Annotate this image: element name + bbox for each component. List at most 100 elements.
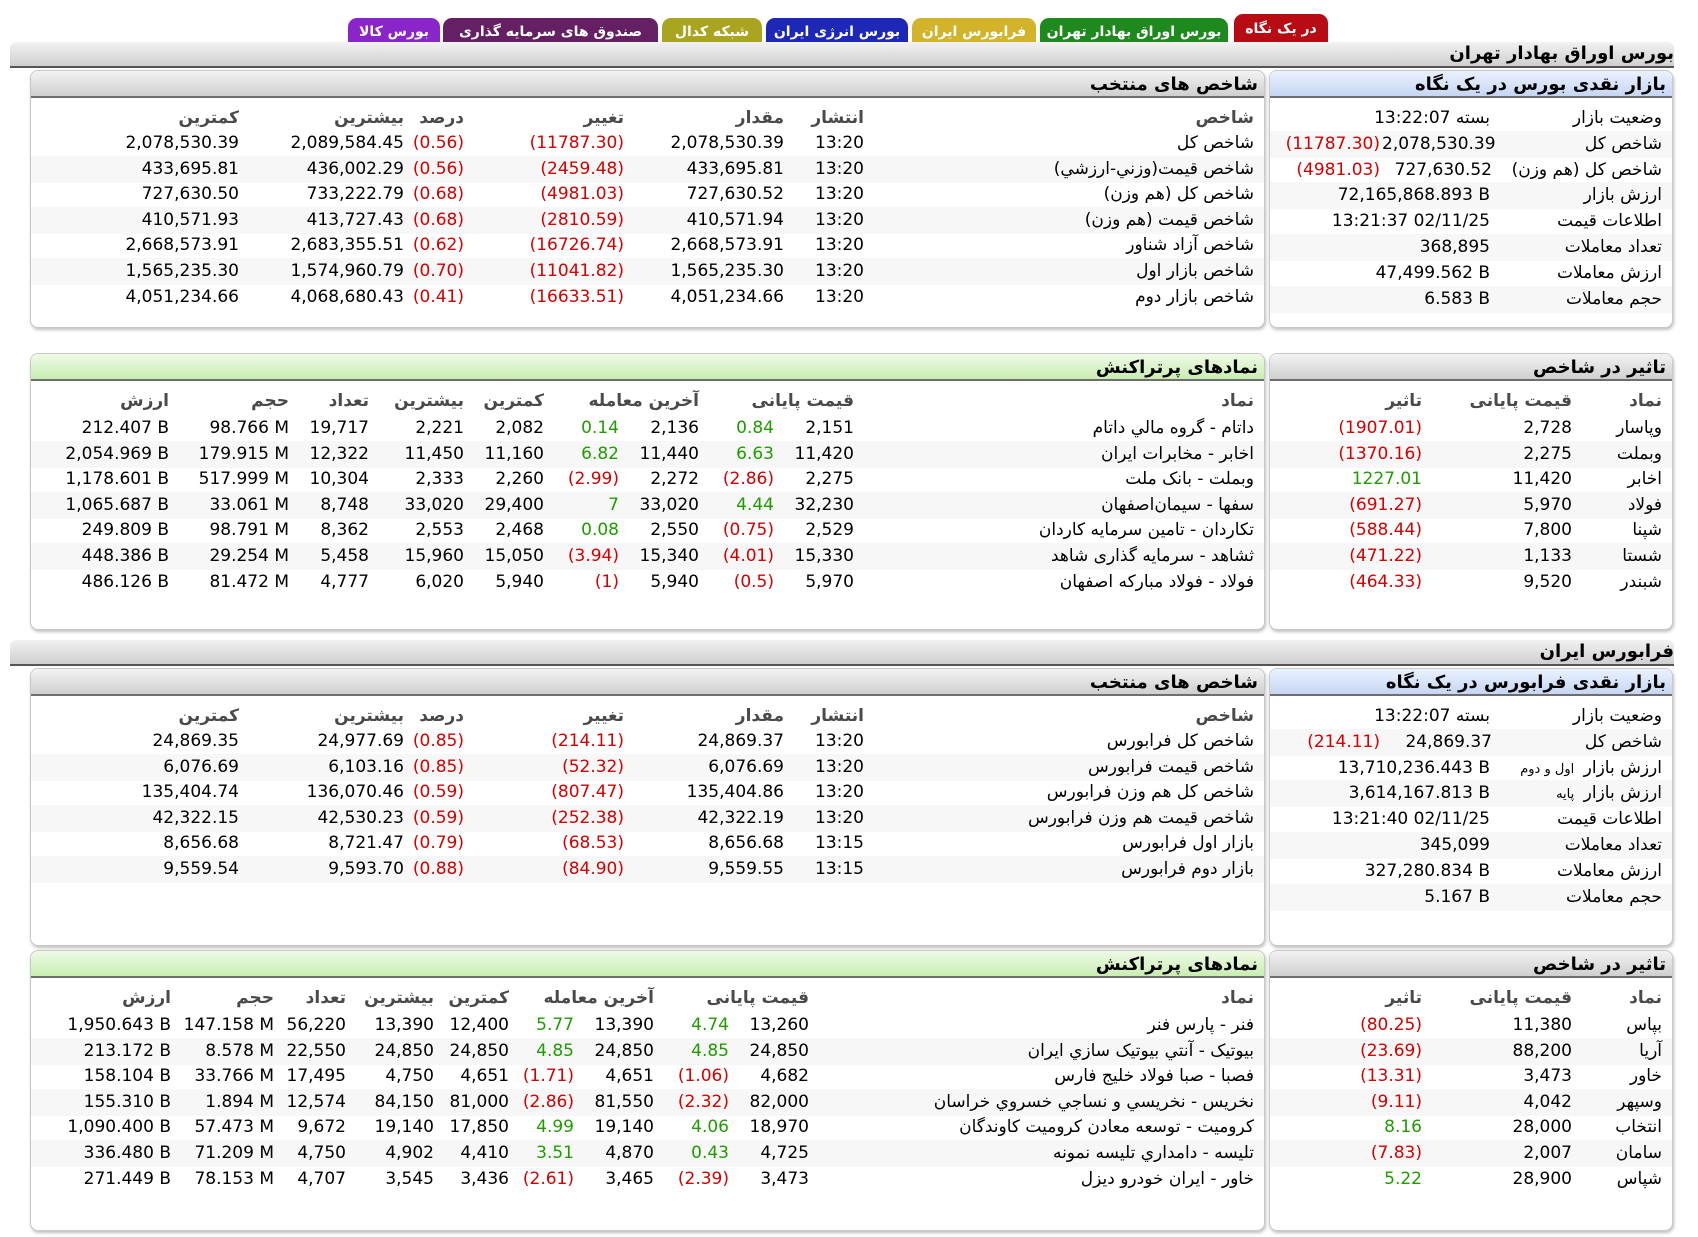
- impact-row[interactable]: فولاد 5,970 (691.27): [1270, 491, 1672, 519]
- impact-row[interactable]: آریا 88,200 (23.69): [1270, 1037, 1672, 1065]
- header-close: قیمت پایانی: [751, 391, 855, 411]
- active-symbol: تلیسه - دامداري تلیسه نمونه: [1052, 1143, 1254, 1163]
- index-high: 136,070.46: [306, 782, 404, 803]
- active-last-chg: (3.94): [567, 546, 619, 566]
- impact-row[interactable]: بپاس 11,380 (80.25): [1270, 1012, 1672, 1039]
- active-close: 2,529: [805, 520, 854, 541]
- glance-row: ارزش معاملات 47,499.562 B: [1270, 260, 1672, 287]
- impact-row[interactable]: خاور 3,473 (13.31): [1270, 1063, 1672, 1090]
- index-row[interactable]: شاخص آزاد شناور 13:20 2,668,573.91 (16726.7…: [31, 232, 1264, 259]
- impact-row[interactable]: شبندر 9,520 (464.33): [1270, 569, 1672, 596]
- tab-energy-exchange[interactable]: بورس انرژی ایران: [766, 18, 908, 46]
- tab-ifb[interactable]: فرابورس ایران: [912, 18, 1036, 46]
- active-symbol-row[interactable]: بیوتیک - آنتي بیوتیک سازي ایران 24,850 4.8…: [31, 1037, 1264, 1065]
- glance-label-text: ارزش معاملات: [1556, 262, 1662, 283]
- index-row[interactable]: شاخص قیمت(وزني-ارزشي) 13:20 433,695.81 (245…: [31, 155, 1264, 183]
- index-percent: (0.56): [412, 133, 464, 153]
- glance-label: حجم معاملات: [1502, 286, 1662, 313]
- index-time: 13:20: [815, 756, 864, 777]
- tab-commodity-exchange[interactable]: بورس کالا: [348, 18, 440, 46]
- active-symbol-row[interactable]: داتام - گروه مالي داتام 2,151 0.84 2,136 0.1…: [31, 415, 1264, 442]
- active-count: 8,748: [320, 494, 369, 515]
- tab-tehran-stock-exchange[interactable]: بورس اوراق بهادار تهران: [1040, 18, 1228, 46]
- impact-row[interactable]: شستا 1,133 (471.22): [1270, 543, 1672, 570]
- active-volume: 71.209 M: [194, 1143, 274, 1163]
- ifb-indices-panel: شاخص های منتخب شاخص انتشار مقدار تغییر درصد ب…: [30, 668, 1265, 946]
- glance-change: (11787.30): [1285, 133, 1380, 154]
- index-row[interactable]: شاخص بازار اول 13:20 1,565,235.30 (11041.82…: [31, 258, 1264, 285]
- impact-symbol: شبندر: [1620, 571, 1662, 592]
- active-symbol-row[interactable]: فنر - پارس فنر 13,260 4.74 13,390 5.77 12,400…: [31, 1012, 1264, 1039]
- glance-label: شاخص کل (هم وزن): [1502, 157, 1662, 184]
- active-last: 13,390: [594, 1015, 654, 1035]
- index-percent: (0.68): [412, 184, 464, 205]
- index-row[interactable]: شاخص کل 13:20 2,078,530.39 (11787.30) (0.56)…: [31, 130, 1264, 157]
- index-row[interactable]: شاخص قیمت هم وزن فرابورس 13:20 42,322.19 (2…: [31, 804, 1264, 832]
- active-last: 24,850: [594, 1040, 654, 1061]
- active-symbol-row[interactable]: ثشاهد - سرمایه گذاری شاهد 15,330 (4.01) 15,…: [31, 543, 1264, 570]
- tse-impact-panel: تاثیر در شاخص نماد قیمت پایانی تاثیر وپاسار…: [1269, 353, 1673, 630]
- impact-row[interactable]: شپاس 28,900 5.22: [1270, 1166, 1672, 1193]
- index-amount: 433,695.81: [686, 158, 784, 179]
- glance-row: ارزش بازار پایه 3,614,167.813 B: [1270, 780, 1672, 808]
- active-count: 4,707: [297, 1168, 346, 1189]
- tab-investment-funds[interactable]: صندوق های سرمایه گذاری: [443, 18, 658, 46]
- glance-value: 24,869.37: [1405, 731, 1492, 752]
- active-volume: 179.915 M: [198, 443, 289, 464]
- index-row[interactable]: شاخص کل هم وزن فرابورس 13:20 135,404.86 (80…: [31, 779, 1264, 806]
- index-row[interactable]: شاخص بازار دوم 13:20 4,051,234.66 (16633.51…: [31, 284, 1264, 311]
- active-symbol-row[interactable]: فصبا - صبا فولاد خلیج فارس 4,682 (1.06) 4,6…: [31, 1063, 1264, 1090]
- index-low: 2,668,573.91: [125, 235, 239, 256]
- index-row[interactable]: بازار دوم فرابورس 13:15 9,559.55 (84.90) (0.…: [31, 856, 1264, 883]
- tab-at-a-glance[interactable]: در یک نگاه: [1234, 14, 1328, 46]
- header-high: بیشترین: [364, 988, 434, 1008]
- index-row[interactable]: شاخص کل (هم وزن) 13:20 727,630.52 (4981.03)…: [31, 181, 1264, 208]
- index-time: 13:15: [815, 859, 864, 879]
- active-symbol-row[interactable]: تکاردان - تامین سرمایه کاردان 2,529 (0.75)…: [31, 517, 1264, 544]
- active-last-chg: (1): [594, 571, 619, 592]
- index-amount: 8,656.68: [708, 833, 784, 854]
- impact-row[interactable]: سامان 2,007 (7.83): [1270, 1140, 1672, 1167]
- active-symbol-row[interactable]: وبملت - بانک ملت 2,275 (2.86) 2,272 (2.99) 2,…: [31, 466, 1264, 493]
- header-volume: حجم: [236, 988, 274, 1008]
- active-low: 4,651: [460, 1066, 509, 1087]
- index-row[interactable]: بازار اول فرابورس 13:15 8,656.68 (68.53) (0.…: [31, 830, 1264, 857]
- active-volume: 98.766 M: [209, 418, 289, 438]
- index-low: 727,630.50: [141, 184, 239, 205]
- header-high: بیشترین: [334, 108, 404, 128]
- active-count: 9,672: [297, 1117, 346, 1138]
- impact-row[interactable]: اخابر 11,420 1227.01: [1270, 466, 1672, 493]
- panel-title: بازار نقدی فرابورس در یک نگاه: [1270, 669, 1672, 696]
- index-amount: 727,630.52: [686, 184, 784, 205]
- impact-row[interactable]: وپاسار 2,728 (1907.01): [1270, 415, 1672, 442]
- impact-price: 5,970: [1523, 494, 1572, 515]
- index-change: (11041.82): [529, 261, 624, 281]
- index-percent: (0.41): [412, 286, 464, 307]
- active-close-chg: 4.74: [691, 1015, 729, 1035]
- active-symbol-row[interactable]: خاور - ایران خودرو دیزل 3,473 (2.39) 3,465 (…: [31, 1166, 1264, 1193]
- active-last: 33,020: [639, 494, 699, 515]
- impact-row[interactable]: شپنا 7,800 (588.44): [1270, 517, 1672, 544]
- impact-row[interactable]: انتخاب 28,000 8.16: [1270, 1114, 1672, 1141]
- impact-row[interactable]: وسپهر 4,042 (9.11): [1270, 1088, 1672, 1116]
- active-symbol-row[interactable]: اخابر - مخابرات ایران 11,420 6.63 11,440 6.8…: [31, 440, 1264, 468]
- index-name: شاخص بازار اول: [1136, 261, 1254, 281]
- active-symbol-row[interactable]: سفها - سیمان‌اصفهان 32,230 4.44 33,020 7 29,4…: [31, 491, 1264, 519]
- active-symbol-row[interactable]: فولاد - فولاد مبارکه اصفهان 5,970 (0.5) 5,9…: [31, 569, 1264, 596]
- active-symbol-row[interactable]: تلیسه - دامداري تلیسه نمونه 4,725 0.43 4,87…: [31, 1140, 1264, 1167]
- panel-title: نمادهای پرتراکنش: [31, 354, 1264, 381]
- active-close: 18,970: [749, 1117, 809, 1138]
- tab-codal[interactable]: شبکه کدال: [662, 18, 762, 46]
- active-symbol-row[interactable]: کرومیت - توسعه معادن کرومیت کاوندگان 18,9…: [31, 1114, 1264, 1141]
- index-row[interactable]: شاخص کل فرابورس 13:20 24,869.37 (214.11) (0.…: [31, 728, 1264, 755]
- active-close-chg: 0.43: [691, 1143, 729, 1163]
- active-symbol-row[interactable]: نخریس - نخریسي و نساجي خسروي خراسان 82,00…: [31, 1088, 1264, 1116]
- index-row[interactable]: شاخص قیمت (هم وزن) 13:20 410,571.94 (2810.5…: [31, 206, 1264, 234]
- index-high: 2,683,355.51: [290, 235, 404, 256]
- active-close: 32,230: [794, 494, 854, 515]
- impact-row[interactable]: وبملت 2,275 (1370.16): [1270, 440, 1672, 468]
- index-low: 410,571.93: [141, 209, 239, 230]
- active-low: 2,260: [495, 469, 544, 490]
- active-symbol: بیوتیک - آنتي بیوتیک سازي ایران: [1027, 1040, 1254, 1061]
- index-row[interactable]: شاخص قیمت فرابورس 13:20 6,076.69 (52.32) (0.…: [31, 753, 1264, 781]
